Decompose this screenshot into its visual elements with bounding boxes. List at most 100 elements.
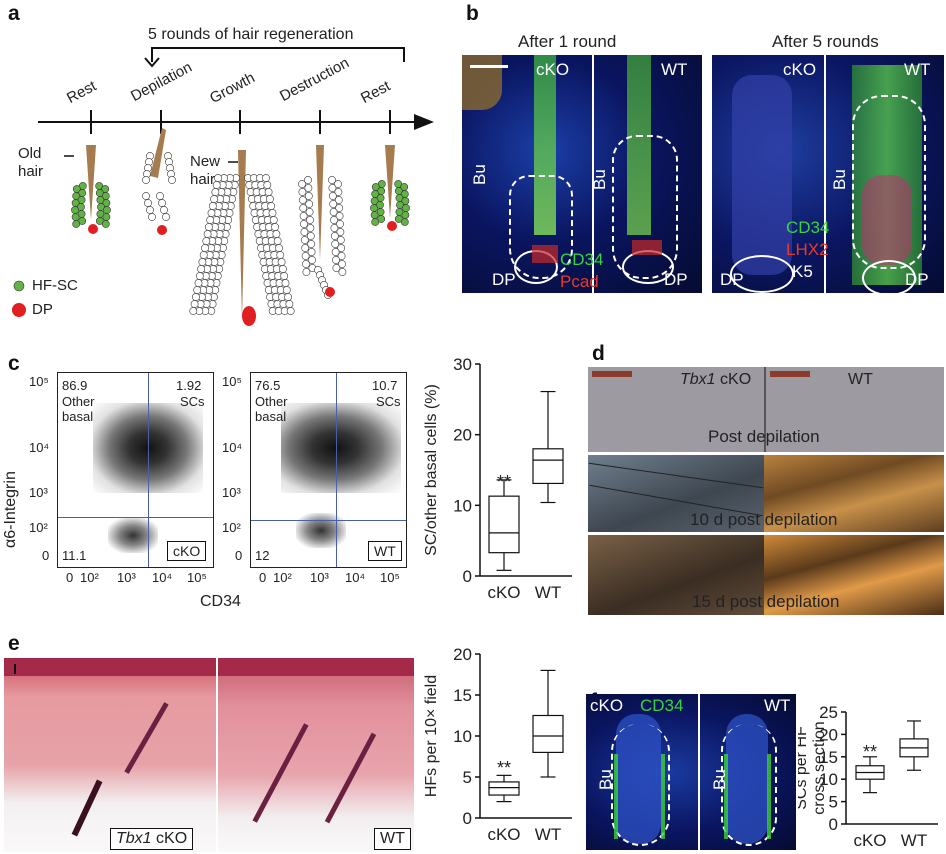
follicle-cell [197, 265, 205, 273]
follicle-cell [160, 206, 168, 214]
cko-q-tr-label: SCs [180, 394, 205, 409]
follicle-rest-2 [370, 145, 410, 231]
follicle-cell [328, 192, 337, 200]
follicle-cell [168, 176, 176, 184]
follicle-cell [331, 240, 340, 248]
follicle-cell [191, 293, 200, 301]
d-row-label-0: Post depilation [708, 427, 820, 446]
cko-xtick-0: 0 [66, 570, 74, 585]
follicle-cell [265, 195, 274, 203]
wt-ytick-1: 10⁴ [222, 440, 243, 455]
follicle-cell [195, 272, 204, 280]
follicle-cell [206, 216, 215, 224]
b5-cd34-label: CD34 [786, 218, 830, 237]
boxplot-f: 0 5 10 15 20 25 cKO ** WT SCs per HF cross section [798, 703, 938, 850]
cko-xtick-2: 10³ [117, 570, 136, 585]
follicle-cell [308, 256, 316, 264]
b1-dp-right: DP [664, 270, 688, 289]
follicle-cell [370, 204, 378, 212]
follicle-cell [307, 240, 316, 248]
cko-q-bl: 11.1 [62, 548, 87, 563]
follicle-cell [300, 236, 309, 244]
follicle-cell [334, 188, 343, 196]
follicle-cell [199, 251, 208, 259]
b5-dp-left: DP [720, 270, 744, 289]
significance-annotation: ** [497, 472, 511, 492]
follicle-cell [210, 195, 218, 203]
b1-cd34-label: CD34 [560, 250, 604, 269]
follicle-destruction [298, 145, 347, 299]
follicle-cell [304, 184, 313, 192]
y-tick-label: 25 [819, 703, 838, 722]
follicle-cell [271, 223, 279, 231]
follicle-cell [401, 211, 410, 219]
follicle-cell [71, 206, 79, 214]
histology-e-cko [4, 658, 216, 852]
photo-d-15d [588, 535, 944, 615]
y-tick-label: 15 [819, 748, 838, 767]
wt-xtick-1: 10² [273, 570, 292, 585]
follicle-cell [203, 230, 212, 238]
micrograph-b-round5 [712, 55, 944, 293]
f-cko-label: cKO [590, 696, 624, 715]
follicle-cell [329, 208, 338, 216]
wt-ytick-3: 10² [222, 520, 241, 535]
wt-xtick-2: 10³ [310, 570, 329, 585]
significance-annotation: ** [497, 758, 511, 778]
follicle-cell [148, 213, 156, 221]
d-genotype-right: WT [848, 371, 873, 388]
follicle-cell [306, 224, 315, 232]
wt-q-tr-label: SCs [376, 394, 401, 409]
follicle-cell [400, 218, 409, 226]
follicle-cell [273, 237, 282, 245]
y-tick-label: 20 [819, 725, 838, 744]
follicle-cell [336, 236, 345, 244]
cko-xtick-4: 10⁵ [187, 570, 207, 585]
follicle-cell [142, 192, 150, 200]
y-tick-label: 5 [463, 768, 472, 787]
y-tick-label: 20 [453, 426, 472, 445]
box-cKO [488, 781, 520, 796]
legend-dp-label: DP [32, 301, 53, 318]
follicle-cell [198, 258, 207, 266]
b1-dp-left: DP [492, 270, 516, 289]
follicle-cell [158, 199, 166, 207]
flow-plot-wt [250, 372, 407, 568]
y-tick-label: 15 [453, 686, 472, 705]
hair-cycle-schematic [12, 47, 434, 326]
follicle-cell [299, 212, 308, 220]
cko-q-tl-label: Other basal [62, 394, 95, 424]
b1-bu-left: Bu [470, 164, 489, 185]
follicle-cell [268, 209, 277, 217]
wt-xtick-0: 0 [259, 570, 267, 585]
follicle-cell [208, 202, 217, 210]
legend-hfsc-label: HF-SC [32, 277, 78, 294]
b1-cko-label: cKO [536, 60, 570, 79]
b5-cko-label: cKO [783, 60, 817, 79]
wt-q-bl: 12 [255, 548, 270, 563]
regeneration-bracket [151, 47, 405, 62]
follicle-cell [282, 286, 291, 294]
x-tick-label: cKO [487, 583, 520, 602]
f-cd34-label: CD34 [640, 696, 684, 715]
wt-ytick-4: 0 [235, 548, 243, 563]
follicle-cell [275, 244, 283, 252]
follicle-cell [193, 286, 202, 294]
follicle-cell [207, 209, 216, 217]
panel-label-e: e [8, 632, 20, 655]
follicle-cell [302, 268, 311, 276]
follicle-cell [301, 252, 310, 260]
e-gene-name: Tbx1 [116, 830, 152, 847]
follicle-cell [300, 228, 309, 236]
x-tick-label: cKO [487, 825, 520, 844]
cko-ytick-2: 10³ [29, 485, 48, 500]
follicle-cell [285, 300, 294, 308]
follicle-cell [194, 279, 203, 287]
micrograph-b-round1 [462, 55, 702, 293]
cko-xtick-3: 10⁴ [152, 570, 173, 585]
box-WT [532, 714, 564, 754]
follicle-cell [144, 199, 152, 207]
y-tick-label: 0 [463, 809, 472, 828]
flow-plot-cko [57, 372, 214, 568]
follicle-cell [272, 230, 281, 238]
